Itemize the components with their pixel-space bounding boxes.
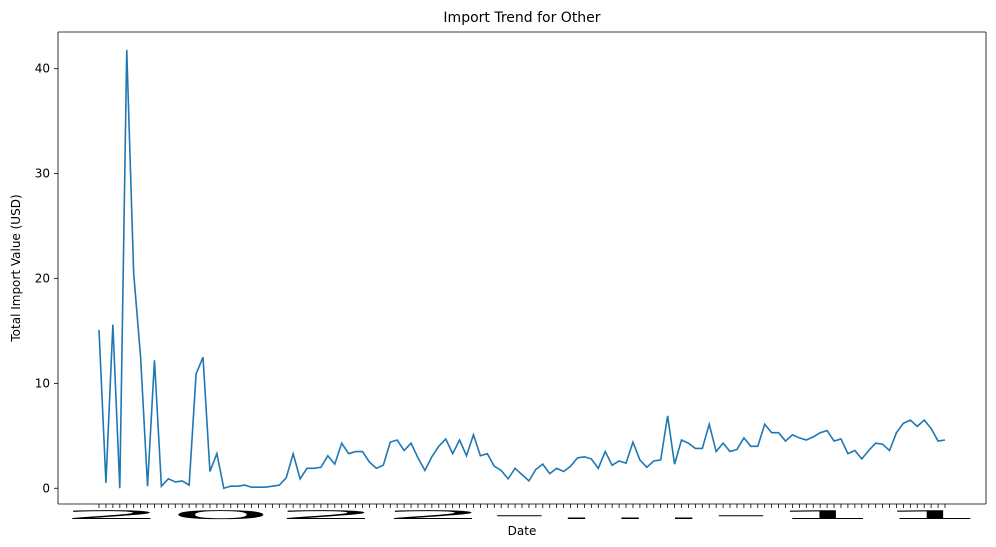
plot-area: 0 10 20 30 40 [35,31,987,508]
chart-title: Import Trend for Other [443,10,600,26]
y-tick-label: 0 [42,481,50,495]
y-tick-label: 20 [35,271,50,285]
x-tick-labels-overlapping: 2022-...-11 [60,508,986,522]
x-ticks [98,504,946,508]
y-ticks: 0 10 20 30 40 [35,62,58,495]
x-axis-label: Date [508,524,537,538]
y-tick-label: 30 [35,167,50,181]
y-tick-label: 10 [35,376,50,390]
y-tick-label: 40 [35,62,50,76]
series-line [98,49,946,490]
y-axis-label: Total Import Value (USD) [9,194,23,342]
